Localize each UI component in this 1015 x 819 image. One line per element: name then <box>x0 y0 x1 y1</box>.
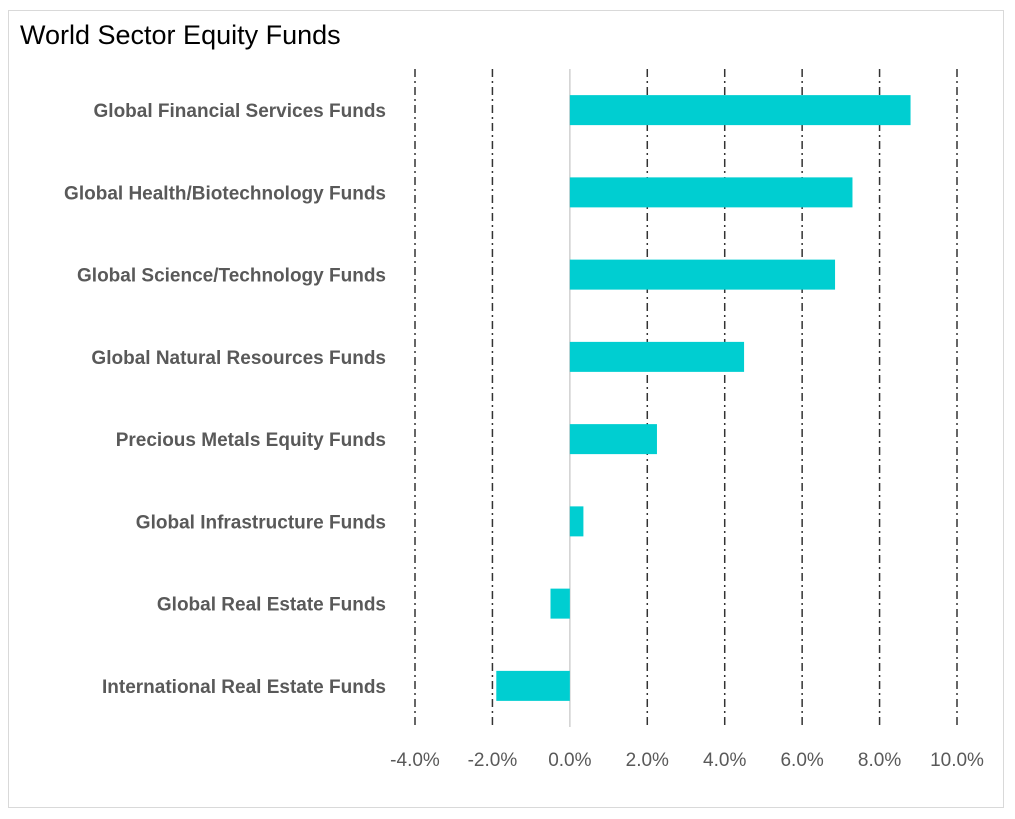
category-label: Global Financial Services Funds <box>94 101 386 122</box>
bar <box>569 95 911 126</box>
x-tick-label: 4.0% <box>703 750 746 771</box>
category-label: Global Real Estate Funds <box>157 595 386 616</box>
bar <box>496 670 570 701</box>
chart-title: World Sector Equity Funds <box>20 20 341 50</box>
category-label: International Real Estate Funds <box>102 677 386 698</box>
category-labels: Global Financial Services Funds Global He… <box>64 101 386 698</box>
x-tick-label: -4.0% <box>390 750 440 771</box>
x-tick-label: 10.0% <box>930 750 984 771</box>
x-tick-label: 2.0% <box>626 750 669 771</box>
x-tick-label: -2.0% <box>468 750 518 771</box>
x-tick-labels: -4.0% -2.0% 0.0% 2.0% 4.0% 6.0% 8.0% 10.0% <box>390 750 984 771</box>
bar <box>569 506 584 537</box>
bar <box>569 341 745 372</box>
bars <box>496 95 911 701</box>
category-label: Precious Metals Equity Funds <box>116 430 386 451</box>
category-label: Global Health/Biotechnology Funds <box>64 183 386 204</box>
bar <box>569 177 853 208</box>
category-label: Global Science/Technology Funds <box>77 266 386 287</box>
bar <box>569 259 836 290</box>
bar <box>569 424 657 455</box>
gridlines <box>414 69 958 727</box>
x-tick-label: 8.0% <box>858 750 901 771</box>
category-label: Global Natural Resources Funds <box>91 348 386 369</box>
category-label: Global Infrastructure Funds <box>136 512 386 533</box>
x-tick-label: 6.0% <box>780 750 823 771</box>
x-tick-label: 0.0% <box>548 750 591 771</box>
bar <box>550 588 570 619</box>
